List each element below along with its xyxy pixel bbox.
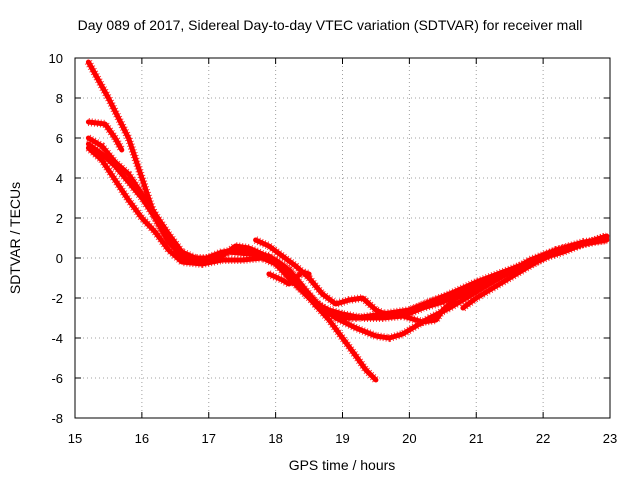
y-tick-label: -4 — [51, 331, 63, 346]
series-layer — [84, 59, 610, 383]
y-tick-label: -8 — [51, 411, 63, 426]
y-tick-label: -6 — [51, 371, 63, 386]
x-tick-label: 15 — [68, 431, 82, 446]
y-tick-label: 6 — [56, 131, 63, 146]
y-tick-label: 2 — [56, 211, 63, 226]
x-tick-label: 22 — [536, 431, 550, 446]
x-tick-label: 17 — [202, 431, 216, 446]
series-line-track-2 — [85, 119, 125, 153]
x-tick-label: 20 — [402, 431, 416, 446]
series-markers-track-1 — [84, 60, 608, 322]
series-markers-track-9 — [460, 232, 608, 312]
y-tick-label: 0 — [56, 251, 63, 266]
grid-layer — [75, 58, 610, 418]
x-tick-label: 16 — [135, 431, 149, 446]
x-tick-label: 23 — [603, 431, 617, 446]
x-tick-label: 21 — [469, 431, 483, 446]
y-tick-label: 4 — [56, 171, 63, 186]
y-axis-label: SDTVAR / TECUs — [7, 182, 23, 294]
series-markers-track-7 — [267, 267, 311, 289]
x-tick-label: 18 — [268, 431, 282, 446]
series-line-track-1 — [85, 59, 610, 321]
series-markers-track-8 — [394, 274, 498, 327]
y-tick-label: -2 — [51, 291, 63, 306]
series-markers-track-4 — [85, 145, 379, 383]
x-tick-label: 19 — [335, 431, 349, 446]
y-tick-label: 10 — [49, 51, 63, 66]
chart-title: Day 089 of 2017, Sidereal Day-to-day VTE… — [78, 17, 583, 33]
series-markers-track-5 — [86, 140, 609, 322]
tick-layer: 15 16 17 18 19 20 21 22 23 -8 -6 -4 -2 0 2 4 6 8 10 — [49, 51, 618, 446]
y-tick-label: 8 — [56, 91, 63, 106]
x-axis-label: GPS time / hours — [289, 457, 396, 473]
